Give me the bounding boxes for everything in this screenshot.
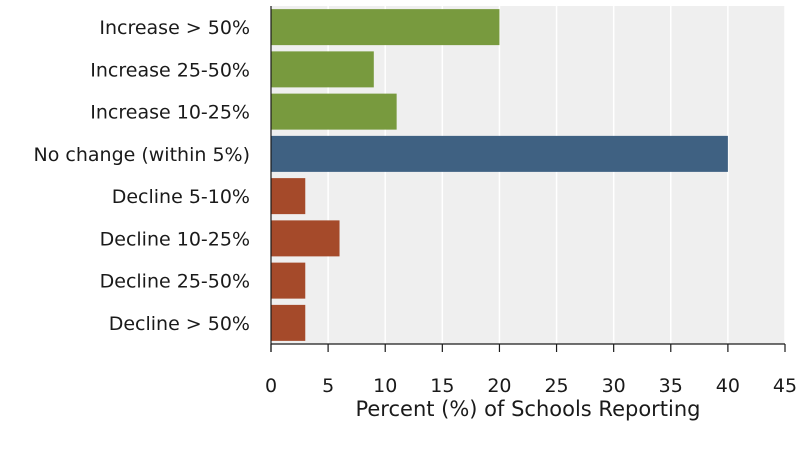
category-label: Decline > 50% [109,313,250,335]
category-label: Decline 25-50% [100,271,250,293]
category-label: Increase > 50% [99,17,250,39]
x-tick-label: 45 [773,375,797,397]
category-label: No change (within 5%) [34,144,250,166]
x-tick-label: 40 [716,375,740,397]
x-tick-label: 25 [544,375,568,397]
x-tick-label: 0 [265,375,277,397]
bar [271,51,374,88]
bar [271,262,306,299]
x-tick-label: 20 [487,375,511,397]
bar [271,135,728,172]
bars [271,9,728,341]
x-axis-title: Percent (%) of Schools Reporting [355,397,700,421]
x-tick-label: 35 [659,375,683,397]
bar [271,304,306,341]
x-ticks: 0 5 10 15 20 25 30 35 40 45 [265,344,797,397]
bar [271,9,500,46]
category-label: Increase 10-25% [90,102,250,124]
bar [271,178,306,215]
bar [271,93,397,130]
category-labels: Increase > 50% Increase 25-50% Increase 10… [34,17,250,335]
x-tick-label: 10 [373,375,397,397]
x-tick-label: 5 [322,375,334,397]
x-tick-label: 30 [602,375,626,397]
category-label: Decline 5-10% [112,186,250,208]
category-label: Increase 25-50% [90,59,250,81]
category-label: Decline 10-25% [100,228,250,250]
x-tick-label: 15 [430,375,454,397]
bar [271,220,340,257]
